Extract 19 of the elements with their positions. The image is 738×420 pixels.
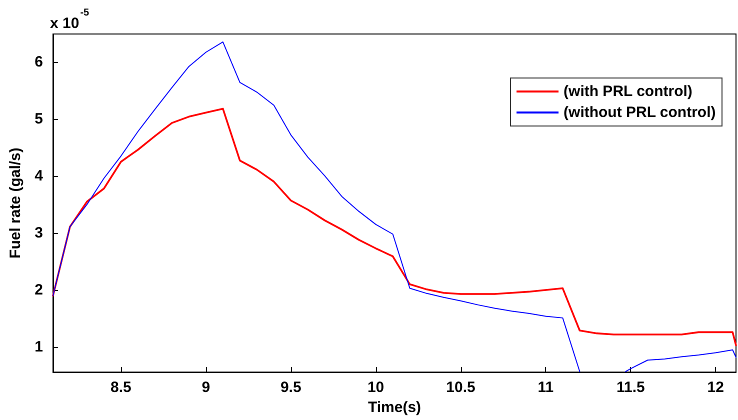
legend-label: (without PRL control) [564, 104, 716, 121]
y-tick-label: 2 [34, 282, 43, 298]
y-tick-label: 3 [34, 224, 43, 242]
x-tick-label: 12 [707, 379, 724, 396]
x-tick-label: 8.5 [110, 379, 132, 396]
y-tick-label: 1 [34, 338, 43, 356]
x-tick-label: 9.5 [280, 379, 302, 396]
x-axis-title: Time(s) [368, 399, 422, 416]
x-tick-label: 11.5 [616, 379, 645, 396]
y-tick-label: 6 [34, 53, 43, 70]
x-tick-label: 10.5 [446, 379, 476, 396]
x-tick-label: 9 [202, 379, 210, 396]
x-tick-label: 11 [538, 379, 554, 396]
line-series [52, 108, 737, 346]
y-tick-label: 5 [34, 110, 43, 128]
x-tick-label: 10 [367, 379, 384, 396]
y-tick-label: 4 [34, 167, 44, 184]
legend-label: (with PRL control) [564, 83, 692, 100]
y-axis-title: Fuel rate (gal/s) [7, 148, 24, 258]
